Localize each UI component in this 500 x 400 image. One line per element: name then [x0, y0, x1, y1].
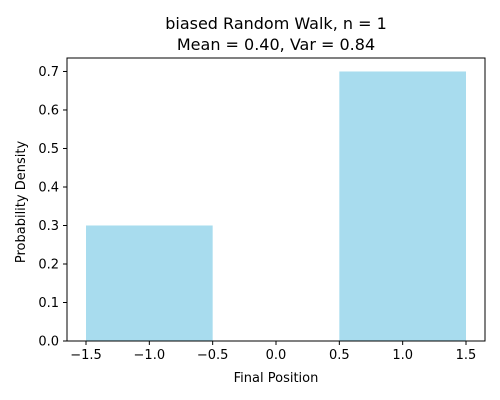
y-tick-label: 0.5	[38, 142, 59, 157]
y-tick-label: 0.2	[38, 257, 59, 272]
axes-layer: −1.5 −1.0 −0.5 0.0 0.5 1.0 1.5 0.0 0.1 0.2 0.3 0.4 0…	[38, 57, 486, 363]
x-tick-label: 0.0	[266, 348, 287, 363]
chart-title: biased Random Walk, n = 1	[165, 14, 387, 33]
bar-0	[86, 225, 213, 341]
x-tick-label: 1.0	[392, 348, 413, 363]
x-tick-label: 1.5	[456, 348, 477, 363]
y-tick-label: 0.7	[38, 65, 59, 80]
y-tick-label: 0.6	[38, 103, 59, 118]
x-tick-label: 0.5	[329, 348, 350, 363]
y-axis-label: Probability Density	[14, 141, 29, 264]
x-tick-label: −0.5	[197, 348, 229, 363]
x-tick-label: −1.5	[70, 348, 102, 363]
bars-layer	[86, 71, 466, 341]
y-tick-label: 0.3	[38, 219, 59, 234]
x-tick-label: −1.0	[134, 348, 166, 363]
bar-1	[339, 71, 466, 341]
y-tick-label: 0.1	[38, 296, 59, 311]
y-tick-label: 0.4	[38, 180, 59, 195]
y-tick-label: 0.0	[38, 335, 59, 350]
x-axis-label: Final Position	[234, 371, 319, 386]
chart-subtitle: Mean = 0.40, Var = 0.84	[177, 35, 375, 54]
